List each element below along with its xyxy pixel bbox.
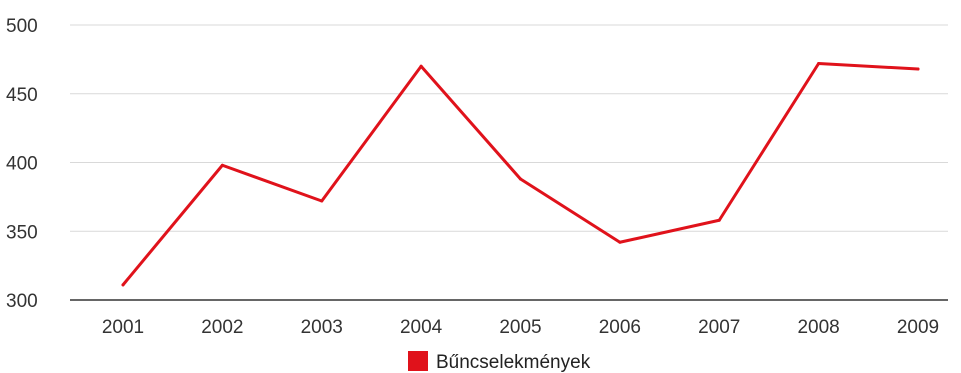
data-point — [320, 199, 324, 203]
x-tick-label: 2005 — [499, 317, 541, 338]
data-point — [519, 177, 522, 181]
x-tick-label: 2004 — [400, 317, 443, 338]
x-tick-label: 2007 — [698, 317, 740, 338]
x-axis-ticks: 2001 2002 2003 2004 2005 2006 2007 2008 2009 — [102, 317, 939, 338]
y-tick-label: 300 — [6, 291, 38, 312]
data-point — [916, 67, 920, 71]
y-tick-label: 400 — [6, 154, 38, 175]
data-point — [817, 62, 821, 65]
x-tick-label: 2006 — [599, 317, 641, 338]
data-point — [717, 218, 721, 222]
legend-label: Bűncselekmények — [436, 352, 591, 373]
x-tick-label: 2008 — [797, 317, 839, 338]
gridlines — [70, 24, 948, 232]
series-group — [121, 62, 920, 287]
y-tick-label: 350 — [6, 222, 38, 243]
legend: Bűncselekmények — [408, 351, 591, 373]
data-point — [121, 283, 125, 287]
y-tick-label: 450 — [6, 85, 38, 106]
x-tick-label: 2001 — [102, 317, 144, 338]
y-tick-label: 500 — [6, 16, 38, 37]
x-tick-label: 2002 — [201, 317, 243, 338]
x-tick-label: 2003 — [301, 317, 343, 338]
y-axis-ticks: 300 350 400 450 500 — [6, 16, 38, 312]
series-line — [121, 62, 920, 287]
legend-swatch — [408, 351, 428, 371]
data-point — [220, 163, 224, 167]
data-point — [618, 240, 622, 244]
x-tick-label: 2009 — [897, 317, 939, 338]
data-point — [419, 64, 423, 68]
